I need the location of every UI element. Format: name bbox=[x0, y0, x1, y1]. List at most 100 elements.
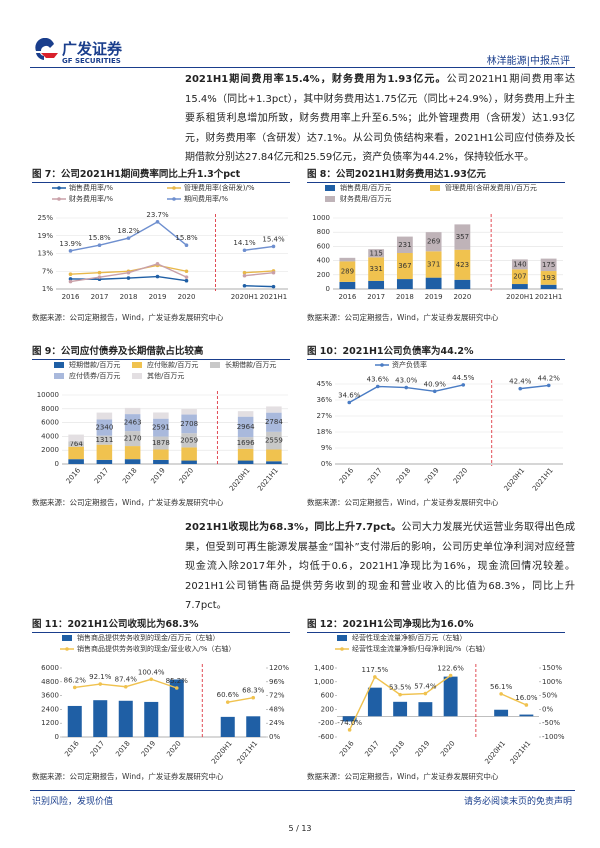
bar bbox=[237, 460, 254, 464]
bar bbox=[96, 412, 113, 420]
x-tick-label: 2017 bbox=[91, 293, 109, 301]
bar bbox=[237, 437, 254, 449]
y-tick-label: 4000 bbox=[41, 432, 59, 440]
legend-swatch bbox=[325, 196, 335, 202]
y2-tick-label: 48% bbox=[269, 705, 285, 713]
bar-label: 207 bbox=[513, 273, 526, 281]
y-tick-label: 0 bbox=[326, 285, 330, 293]
paragraph-lead: 2021H1期间费用率15.4%，财务费用为1.93亿元。 bbox=[185, 74, 447, 85]
point-label: 100.4% bbox=[138, 668, 165, 676]
point-label: 43.6% bbox=[367, 375, 390, 383]
bar bbox=[266, 431, 282, 450]
point-label: 44.2% bbox=[538, 374, 561, 382]
legend-swatch bbox=[132, 373, 142, 379]
point bbox=[97, 275, 102, 279]
point bbox=[72, 685, 77, 690]
x-tick-label: 2016 bbox=[338, 293, 356, 301]
bar bbox=[540, 271, 557, 285]
x-tick-label: 2016 bbox=[338, 739, 356, 758]
point bbox=[155, 262, 160, 266]
point bbox=[242, 270, 247, 275]
point bbox=[126, 270, 131, 275]
y-tick-label: 45% bbox=[316, 380, 332, 388]
bar-label: 2784 bbox=[265, 418, 283, 426]
logo-icon bbox=[35, 38, 58, 60]
point bbox=[242, 248, 247, 253]
bar bbox=[181, 433, 197, 448]
point-label: 68.3% bbox=[242, 687, 265, 695]
bar bbox=[339, 281, 356, 289]
bar bbox=[181, 414, 197, 434]
chart: 销售商品提供劳务收到的现金/百万元（左轴） 销售商品提供劳务收到的现金/营业收入/… bbox=[41, 633, 289, 766]
legend-label: 管理费用率(含研发)/% bbox=[184, 183, 255, 192]
page-number: 5 / 13 bbox=[288, 824, 312, 833]
point bbox=[68, 272, 73, 277]
bar bbox=[118, 700, 133, 737]
point bbox=[126, 276, 131, 280]
y-tick-label: 0 bbox=[55, 460, 59, 468]
bar-label: 2708 bbox=[180, 420, 198, 428]
y-tick-label: -600 bbox=[318, 733, 334, 741]
bar bbox=[181, 460, 197, 464]
x-tick-label: 2021H1 bbox=[235, 739, 259, 765]
figure-title: 图 12：2021H1公司净现比为16.0% bbox=[307, 616, 565, 633]
point-label: 87.4% bbox=[115, 676, 138, 684]
y2-tick-label: 0% bbox=[269, 733, 280, 741]
bar bbox=[368, 249, 385, 258]
x-tick-label: 2021H1 bbox=[509, 739, 533, 765]
figure-source: 数据来源：公司定期报告，Wind，广发证券发展研究中心 bbox=[32, 498, 224, 507]
bar bbox=[519, 714, 534, 717]
figure-title: 图 11：2021H1公司收现比为68.3% bbox=[32, 616, 290, 633]
bar bbox=[511, 269, 528, 285]
bar bbox=[396, 253, 413, 280]
figure-title: 图 8：公司2021H1财务费用达1.93亿元 bbox=[307, 166, 565, 183]
legend-marker bbox=[57, 186, 61, 190]
x-tick-label: 2019 bbox=[414, 739, 432, 758]
x-tick-label: 2021H1 bbox=[260, 293, 288, 301]
point bbox=[271, 244, 276, 249]
x-tick-label: 2016 bbox=[62, 293, 80, 301]
legend-marker bbox=[65, 647, 69, 651]
x-tick-label: 2020H1 bbox=[231, 293, 259, 301]
x-tick-label: 2019 bbox=[140, 739, 158, 758]
point bbox=[373, 675, 377, 679]
bar-label: 764 bbox=[69, 440, 83, 448]
paragraph-lead: 2021H1收现比为68.3%，同比上升7.7pct。 bbox=[185, 522, 402, 533]
y2-tick-label: 72% bbox=[269, 692, 285, 700]
x-tick-label: 2020H1 bbox=[483, 739, 507, 765]
legend-label: 经营性现金流量净额/百万元（左轴） bbox=[352, 633, 466, 642]
bar bbox=[342, 716, 357, 722]
figure-source: 数据来源：公司定期报告，Wind，广发证券发展研究中心 bbox=[307, 772, 499, 781]
chart: 资产负债率 0% 9% 18% 27% 36% 45% 2016 2017 2018 2019 202… bbox=[316, 360, 563, 493]
x-tick-label: 2018 bbox=[389, 739, 407, 758]
y2-tick-label: 120% bbox=[269, 664, 289, 672]
point bbox=[461, 383, 466, 387]
point-label: 18.2% bbox=[117, 227, 140, 235]
y-tick-label: 13% bbox=[37, 250, 53, 258]
bar bbox=[454, 279, 471, 289]
point bbox=[98, 682, 103, 686]
bar bbox=[153, 436, 169, 450]
y-tick-label: 0% bbox=[321, 460, 332, 468]
y2-tick-label: -100% bbox=[542, 733, 565, 741]
point-label: 15.8% bbox=[175, 234, 198, 242]
bar bbox=[124, 431, 141, 447]
bar-label: 231 bbox=[398, 241, 411, 249]
bar bbox=[124, 459, 141, 464]
legend-swatch bbox=[62, 635, 72, 641]
point-label: 44.5% bbox=[452, 374, 475, 382]
y-tick-label: -200 bbox=[318, 719, 334, 727]
figure-source: 数据来源：公司定期报告，Wind，广发证券发展研究中心 bbox=[32, 772, 224, 781]
point bbox=[174, 686, 179, 690]
bar bbox=[454, 224, 471, 250]
point bbox=[499, 692, 503, 696]
bar bbox=[144, 701, 159, 737]
y2-tick-label: 100% bbox=[542, 678, 562, 686]
paragraph: 2021H1收现比为68.3%，同比上升7.7pct。公司大力发展光伏运营业务取… bbox=[185, 518, 575, 616]
header-rule bbox=[30, 67, 575, 68]
bar-label: 423 bbox=[456, 261, 469, 269]
point bbox=[97, 243, 102, 248]
legend-swatch bbox=[337, 635, 347, 641]
